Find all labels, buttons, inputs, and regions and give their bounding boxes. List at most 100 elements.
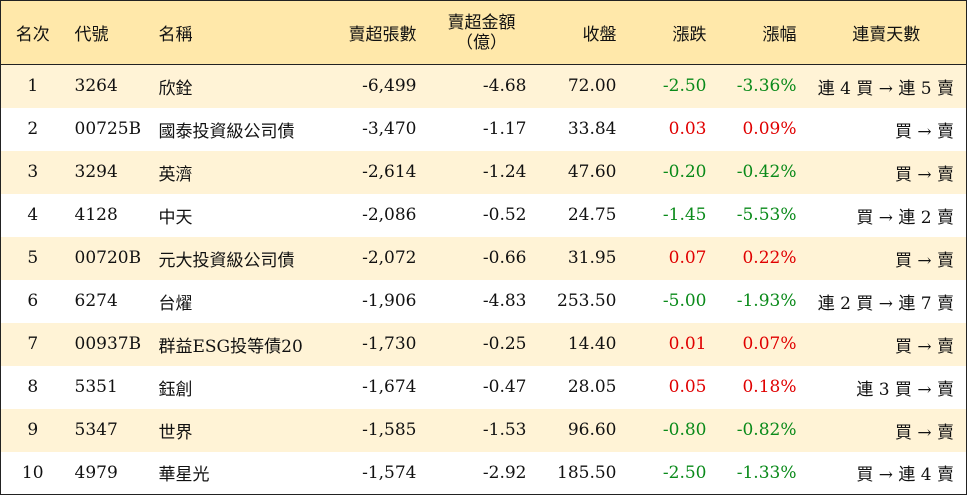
cell-code: 00937B [74, 334, 142, 354]
cell-net-shares: -1,585 [362, 420, 417, 440]
cell-rank: 2 [27, 119, 39, 139]
table-row: 6 6274 台燿 -1,906 -4.83 253.50 -5.00 -1.9… [0, 279, 967, 323]
cell-rank: 3 [27, 162, 39, 182]
cell-close: 96.60 [567, 420, 617, 440]
cell-streak: 買 → 連 4 賣 [856, 465, 954, 486]
cell-change: -1.45 [662, 205, 707, 225]
cell-change: 0.01 [668, 334, 707, 354]
table-row: 7 00937B 群益ESG投等債20 -1,730 -0.25 14.40 0… [0, 322, 967, 366]
header-row: 名次 代號 名稱 賣超張數 賣超金額 （億） 收盤 漲跌 漲幅 連賣天數 [0, 0, 967, 65]
cell-net-shares: -1,574 [362, 462, 417, 483]
cell-pct: 0.18% [742, 377, 797, 397]
cell-close: 185.50 [557, 462, 617, 483]
cell-streak: 買 → 賣 [894, 336, 954, 357]
cell-rank: 4 [27, 205, 39, 225]
cell-code: 00720B [74, 248, 142, 268]
header-change: 漲跌 [626, 0, 717, 65]
cell-close: 24.75 [567, 205, 617, 225]
table-body: 1 3264 欣銓 -6,499 -4.68 72.00 -2.50 -3.36… [0, 64, 967, 495]
header-net-amount: 賣超金額 （億） [426, 0, 537, 65]
cell-streak: 買 → 賣 [894, 422, 954, 443]
cell-name: 鈺創 [158, 379, 193, 400]
cell-rank: 6 [27, 291, 39, 311]
cell-code: 00725B [74, 119, 142, 139]
cell-rank: 5 [27, 248, 39, 268]
cell-close: 14.40 [567, 334, 617, 354]
cell-name: 群益ESG投等債20 [158, 336, 303, 357]
cell-net-shares: -2,614 [362, 162, 417, 182]
cell-close: 28.05 [567, 377, 617, 397]
table-row: 4 4128 中天 -2,086 -0.52 24.75 -1.45 -5.53… [0, 193, 967, 237]
cell-net-amount: -2.92 [482, 462, 527, 483]
cell-code: 6274 [74, 291, 118, 311]
cell-change: -0.20 [662, 162, 707, 182]
cell-change: -2.50 [662, 462, 707, 483]
header-net-amount-line1: 賣超金額 [447, 12, 516, 33]
cell-close: 33.84 [567, 119, 617, 139]
cell-net-shares: -3,470 [362, 119, 417, 139]
cell-streak: 連 4 買 → 連 5 賣 [817, 78, 954, 99]
cell-name: 世界 [158, 422, 193, 443]
cell-change: 0.05 [668, 377, 707, 397]
header-rank: 名次 [0, 0, 65, 65]
cell-pct: -5.53% [736, 205, 797, 225]
cell-pct: 0.07% [742, 334, 797, 354]
cell-rank: 9 [27, 420, 39, 440]
header-pct: 漲幅 [716, 0, 807, 65]
header-close: 收盤 [536, 0, 627, 65]
table-header: 名次 代號 名稱 賣超張數 賣超金額 （億） 收盤 漲跌 漲幅 連賣天數 [0, 0, 967, 65]
table-row: 9 5347 世界 -1,585 -1.53 96.60 -0.80 -0.82… [0, 408, 967, 452]
header-code: 代號 [64, 0, 149, 65]
table-row: 8 5351 鈺創 -1,674 -0.47 28.05 0.05 0.18% … [0, 365, 967, 409]
cell-name: 英濟 [158, 164, 193, 185]
cell-rank: 1 [27, 76, 39, 97]
cell-net-amount: -0.66 [482, 248, 527, 268]
cell-streak: 買 → 賣 [894, 164, 954, 185]
cell-code: 5351 [74, 377, 118, 397]
cell-rank: 8 [27, 377, 39, 397]
cell-pct: -0.42% [736, 162, 797, 182]
cell-code: 3294 [74, 162, 118, 182]
cell-pct: -1.33% [736, 462, 797, 483]
cell-name: 元大投資級公司債 [158, 250, 295, 271]
cell-close: 253.50 [557, 291, 617, 311]
header-streak: 連賣天數 [806, 0, 967, 65]
cell-change: 0.03 [668, 119, 707, 139]
cell-pct: -3.36% [736, 76, 797, 97]
cell-streak: 買 → 賣 [894, 250, 954, 271]
cell-net-shares: -6,499 [362, 76, 417, 97]
cell-net-shares: -1,674 [362, 377, 417, 397]
cell-code: 3264 [74, 76, 118, 97]
cell-streak: 買 → 連 2 賣 [856, 207, 954, 228]
cell-net-amount: -0.25 [482, 334, 527, 354]
cell-name: 中天 [158, 207, 193, 228]
cell-pct: 0.09% [742, 119, 797, 139]
table-row: 2 00725B 國泰投資級公司債 -3,470 -1.17 33.84 0.0… [0, 107, 967, 151]
cell-pct: -0.82% [736, 420, 797, 440]
header-net-amount-line2: （億） [456, 32, 507, 53]
table-row: 10 4979 華星光 -1,574 -2.92 185.50 -2.50 -1… [0, 451, 967, 495]
cell-streak: 買 → 賣 [894, 121, 954, 142]
cell-net-amount: -0.47 [482, 377, 527, 397]
cell-net-amount: -4.68 [482, 76, 527, 97]
cell-rank: 7 [27, 334, 39, 354]
cell-net-amount: -4.83 [482, 291, 527, 311]
cell-streak: 連 2 買 → 連 7 賣 [817, 293, 954, 314]
cell-streak: 連 3 買 → 賣 [856, 379, 954, 400]
cell-change: -0.80 [662, 420, 707, 440]
cell-net-amount: -1.24 [482, 162, 527, 182]
cell-code: 4979 [74, 462, 118, 483]
cell-close: 31.95 [567, 248, 617, 268]
header-name: 名稱 [148, 0, 321, 65]
cell-code: 4128 [74, 205, 118, 225]
cell-name: 國泰投資級公司債 [158, 121, 295, 142]
header-net-shares: 賣超張數 [320, 0, 427, 65]
cell-close: 47.60 [567, 162, 617, 182]
cell-close: 72.00 [567, 76, 617, 97]
table-row: 5 00720B 元大投資級公司債 -2,072 -0.66 31.95 0.0… [0, 236, 967, 280]
cell-pct: 0.22% [742, 248, 797, 268]
cell-change: 0.07 [668, 248, 707, 268]
cell-net-amount: -1.17 [482, 119, 527, 139]
cell-net-amount: -1.53 [482, 420, 527, 440]
